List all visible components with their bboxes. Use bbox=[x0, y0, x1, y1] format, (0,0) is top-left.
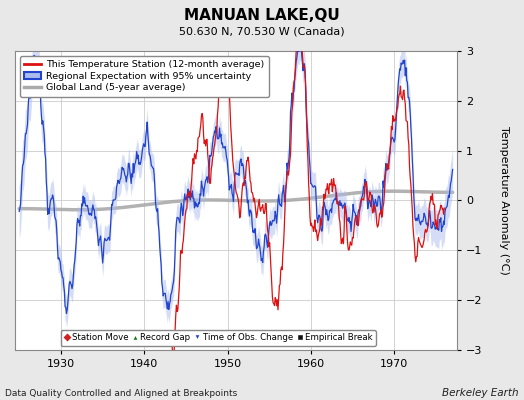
Y-axis label: Temperature Anomaly (°C): Temperature Anomaly (°C) bbox=[499, 126, 509, 275]
Text: Berkeley Earth: Berkeley Earth bbox=[442, 388, 519, 398]
Text: MANUAN LAKE,QU: MANUAN LAKE,QU bbox=[184, 8, 340, 23]
Text: 50.630 N, 70.530 W (Canada): 50.630 N, 70.530 W (Canada) bbox=[179, 26, 345, 36]
Text: Data Quality Controlled and Aligned at Breakpoints: Data Quality Controlled and Aligned at B… bbox=[5, 389, 237, 398]
Legend: Station Move, Record Gap, Time of Obs. Change, Empirical Break: Station Move, Record Gap, Time of Obs. C… bbox=[60, 330, 376, 346]
